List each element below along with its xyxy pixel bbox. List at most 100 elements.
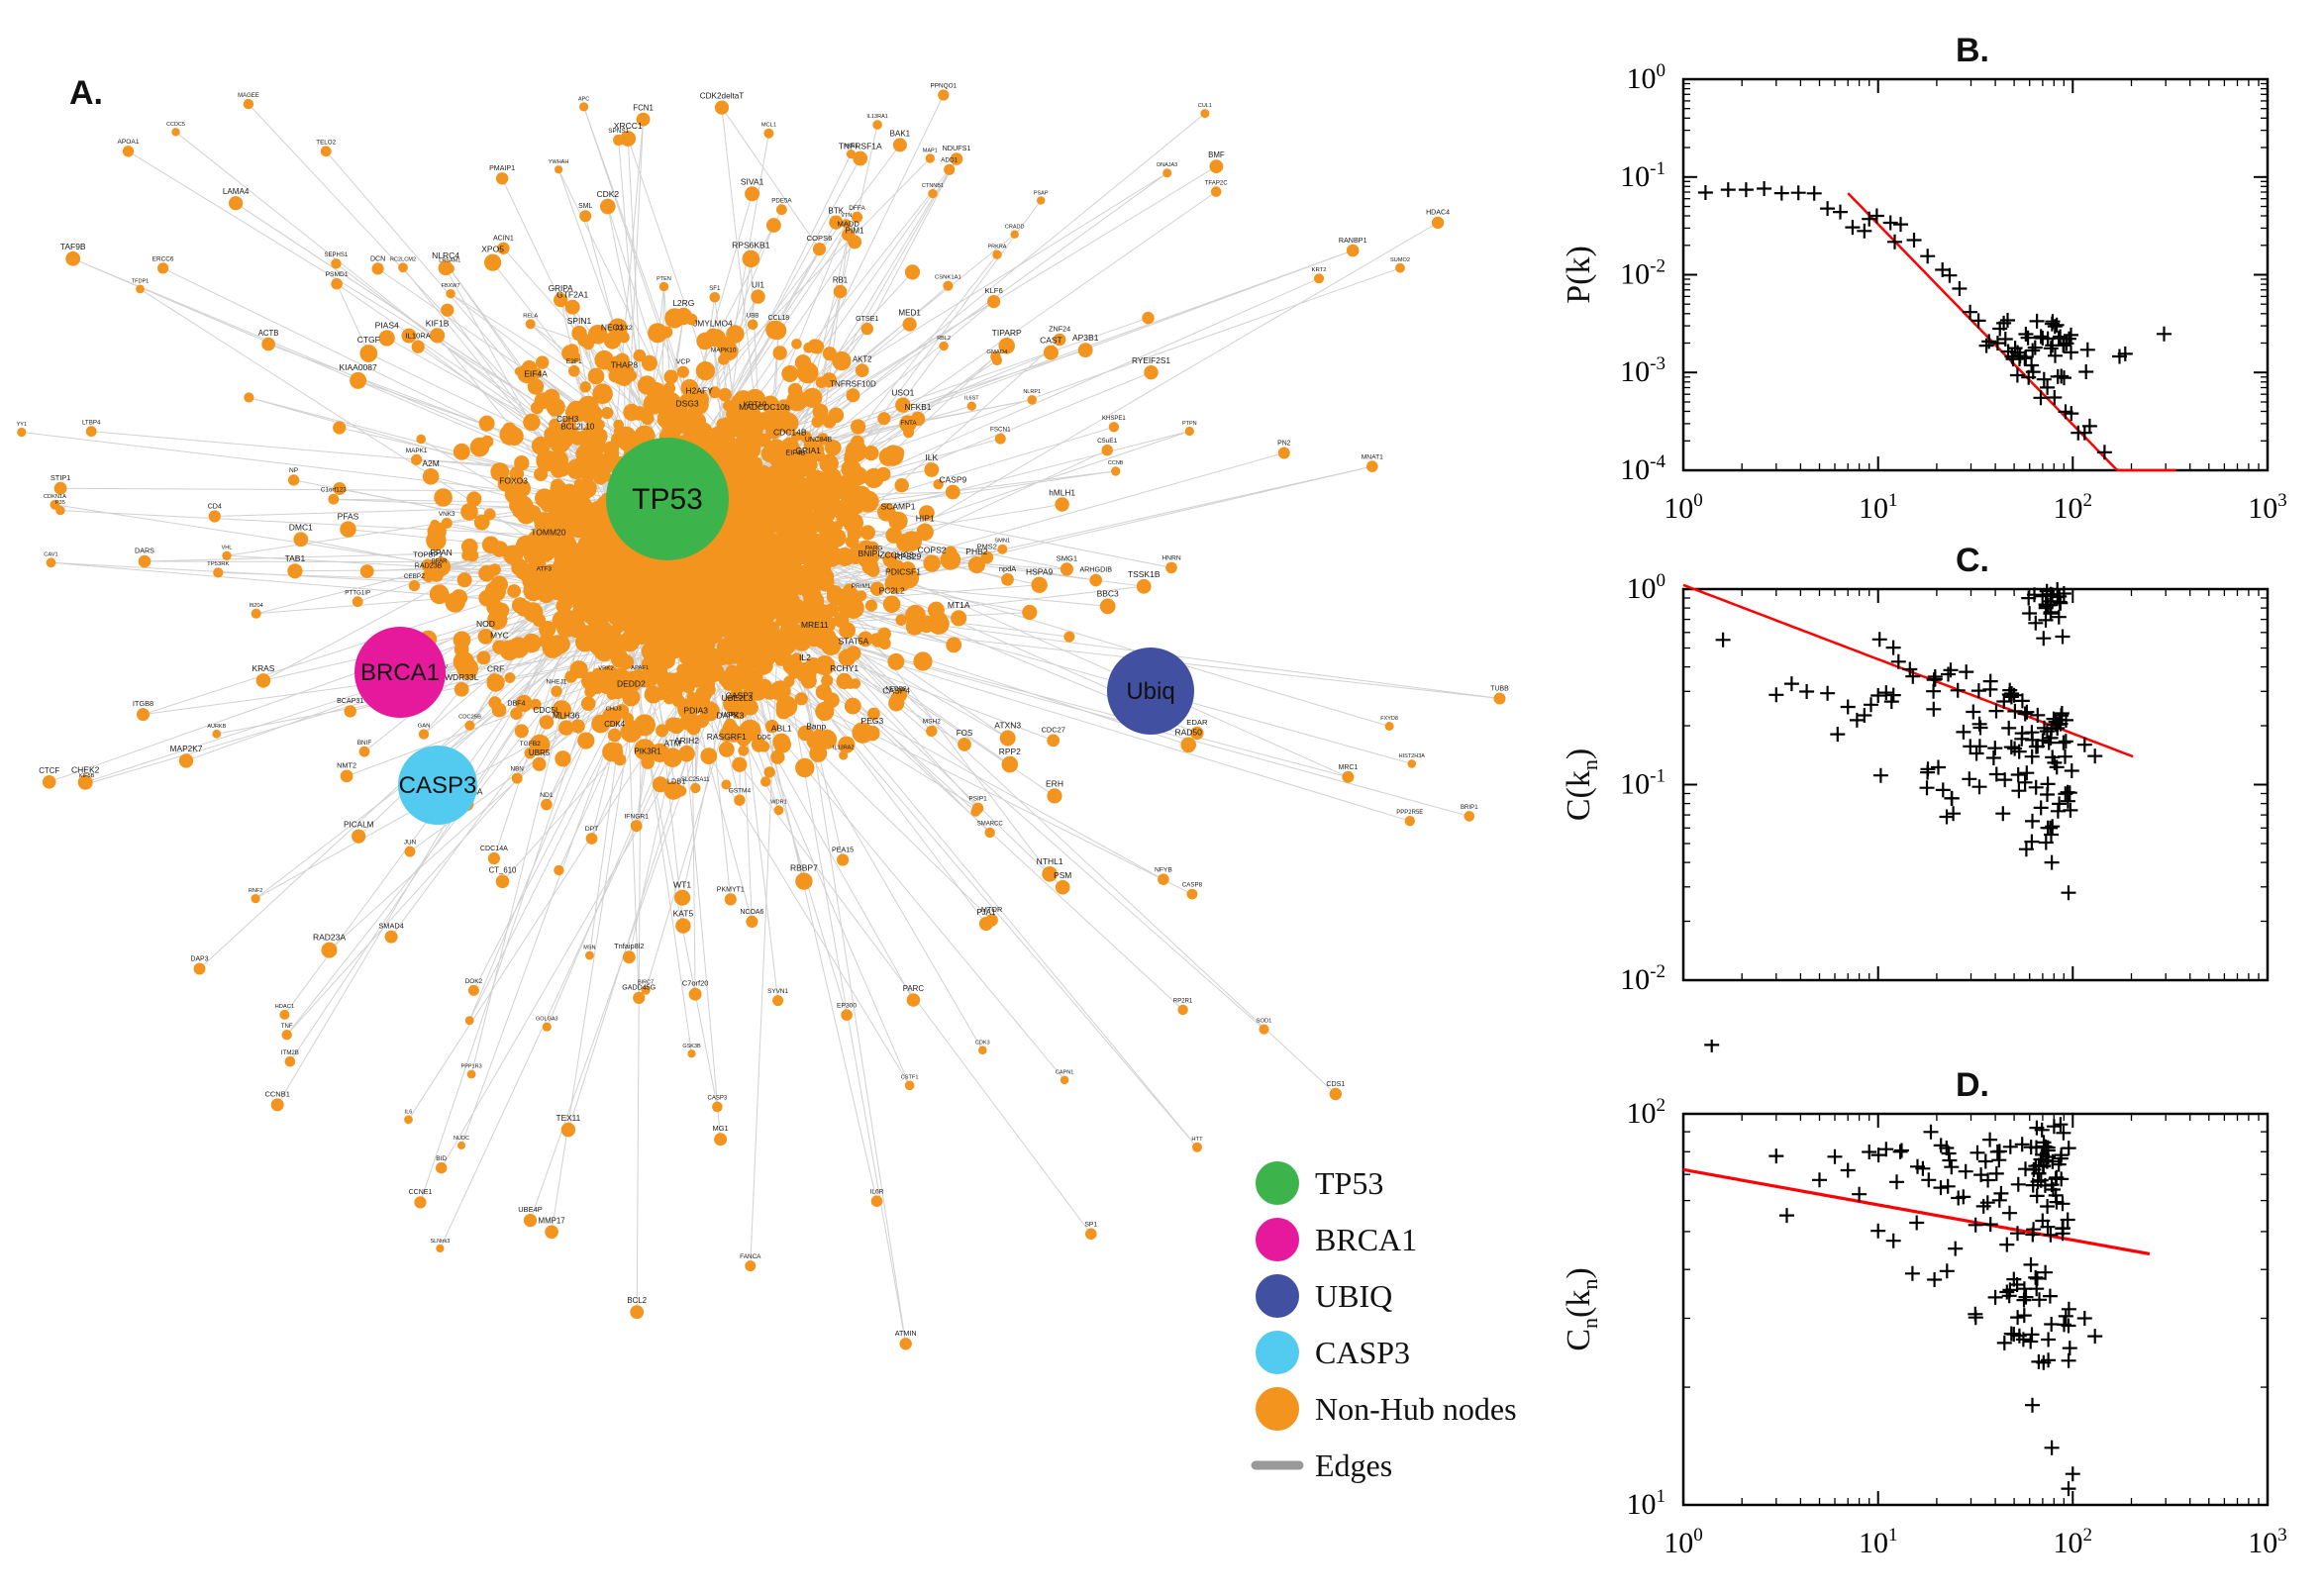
svg-text:SLNtrk3: SLNtrk3 [430, 1239, 450, 1245]
svg-text:STIP1: STIP1 [50, 473, 71, 482]
svg-text:ZCCHC8: ZCCHC8 [879, 550, 914, 560]
svg-text:HDAC1: HDAC1 [275, 1004, 295, 1010]
svg-text:PPP1R3: PPP1R3 [461, 1064, 482, 1070]
svg-text:GRIA1: GRIA1 [795, 446, 821, 455]
svg-text:KHSPE1: KHSPE1 [1102, 416, 1126, 422]
svg-text:TUBB: TUBB [1490, 686, 1509, 693]
svg-text:KIF1B: KIF1B [426, 318, 450, 328]
svg-text:NTHL1: NTHL1 [1037, 856, 1063, 866]
svg-text:CHD3: CHD3 [606, 706, 623, 712]
svg-text:MAP2K7: MAP2K7 [170, 744, 203, 753]
svg-text:MTOR: MTOR [981, 905, 1002, 914]
svg-text:C5uE1: C5uE1 [1097, 438, 1117, 445]
svg-text:PRIM1: PRIM1 [852, 583, 871, 590]
svg-text:CXX2: CXX2 [615, 325, 633, 332]
svg-text:CCNB1: CCNB1 [264, 1089, 289, 1098]
svg-text:MED1: MED1 [898, 309, 921, 318]
svg-text:IL10RA: IL10RA [406, 332, 432, 341]
svg-text:ERH: ERH [1046, 778, 1063, 788]
svg-text:KRAS: KRAS [252, 663, 274, 673]
svg-text:KRT10: KRT10 [744, 400, 766, 409]
svg-text:MNAT1: MNAT1 [1362, 453, 1383, 460]
svg-text:BCAP31: BCAP31 [337, 697, 363, 705]
svg-text:NMT2: NMT2 [337, 761, 356, 770]
svg-text:PTPN: PTPN [1182, 421, 1197, 427]
svg-text:hMLH1: hMLH1 [1049, 487, 1075, 497]
svg-text:TNFRSF1A: TNFRSF1A [839, 142, 882, 151]
svg-text:RNF2: RNF2 [249, 888, 262, 894]
svg-text:YY1: YY1 [17, 422, 27, 428]
svg-text:WT1: WT1 [673, 880, 691, 890]
svg-text:ILK: ILK [925, 452, 938, 462]
svg-text:DEDD2: DEDD2 [617, 678, 646, 688]
svg-text:FOS: FOS [957, 729, 972, 738]
svg-text:100: 100 [1627, 570, 1666, 605]
svg-text:BRCA1: BRCA1 [360, 659, 440, 686]
svg-text:A2M: A2M [422, 458, 439, 468]
svg-text:PFAS: PFAS [338, 511, 359, 521]
svg-text:PDE5A: PDE5A [771, 197, 792, 204]
svg-text:HNRN: HNRN [1162, 555, 1180, 562]
svg-text:TGFB2: TGFB2 [520, 741, 542, 748]
svg-text:100: 100 [1664, 490, 1703, 525]
svg-text:CCNB: CCNB [1108, 460, 1124, 466]
svg-text:ACTB: ACTB [258, 329, 279, 338]
svg-text:FANCA: FANCA [740, 1253, 761, 1260]
svg-text:PMAIP1: PMAIP1 [489, 164, 515, 172]
svg-text:FCN1: FCN1 [633, 104, 654, 113]
svg-text:SYVN1: SYVN1 [767, 988, 788, 995]
svg-text:102: 102 [1627, 1095, 1666, 1130]
svg-text:DOK2: DOK2 [465, 978, 483, 985]
svg-text:NOD: NOD [476, 619, 495, 629]
svg-text:Banp: Banp [806, 722, 826, 732]
svg-text:PTEN: PTEN [656, 276, 671, 282]
svg-text:101: 101 [1859, 1525, 1898, 1559]
svg-text:COPS2: COPS2 [918, 545, 947, 554]
svg-text:DFFA: DFFA [849, 205, 865, 212]
svg-text:Cn(kn): Cn(kn) [1561, 1267, 1602, 1350]
svg-text:10-1: 10-1 [1620, 766, 1666, 801]
svg-text:CASP8: CASP8 [1182, 882, 1203, 889]
svg-text:CTCF: CTCF [39, 766, 59, 775]
svg-text:MSH2: MSH2 [923, 719, 941, 726]
svg-text:SEPHS1: SEPHS1 [325, 252, 349, 258]
svg-text:10-3: 10-3 [1620, 353, 1666, 388]
svg-text:ATM: ATM [664, 738, 681, 748]
svg-text:BNIF: BNIF [357, 740, 371, 747]
svg-text:WDR1: WDR1 [770, 799, 786, 805]
svg-text:CDC25B: CDC25B [458, 715, 481, 721]
svg-text:SPIN1: SPIN1 [567, 316, 592, 326]
svg-text:KIF5B: KIF5B [79, 773, 95, 779]
svg-text:PSIP1: PSIP1 [968, 796, 987, 803]
svg-text:IL6R: IL6R [870, 1188, 884, 1195]
svg-text:TP53RK: TP53RK [207, 561, 229, 567]
svg-text:DOC: DOC [758, 735, 772, 742]
svg-text:CAV1: CAV1 [44, 551, 57, 557]
svg-text:P(k): P(k) [1561, 246, 1597, 304]
svg-text:PPNQO1: PPNQO1 [930, 82, 957, 89]
svg-text:NLRC4: NLRC4 [432, 250, 459, 260]
svg-text:CAPN1: CAPN1 [1056, 1069, 1073, 1075]
svg-text:VNK3: VNK3 [439, 511, 455, 518]
svg-text:BRIP1: BRIP1 [1461, 804, 1478, 811]
svg-text:VHL: VHL [222, 546, 233, 551]
svg-text:IFNGR1: IFNGR1 [624, 813, 649, 820]
svg-text:npdA: npdA [999, 564, 1016, 573]
svg-text:CASP3: CASP3 [399, 772, 477, 799]
svg-text:PSMD1: PSMD1 [326, 271, 349, 278]
svg-text:USO1: USO1 [891, 387, 914, 397]
svg-text:PKMYT1: PKMYT1 [717, 886, 745, 893]
svg-text:NHEJ1: NHEJ1 [547, 679, 567, 686]
svg-text:PDICSF1: PDICSF1 [885, 566, 921, 576]
svg-text:ZNF24: ZNF24 [1049, 325, 1070, 334]
svg-text:102: 102 [2054, 1525, 2093, 1559]
svg-text:ABL1: ABL1 [771, 724, 792, 734]
svg-text:HSPA9: HSPA9 [1026, 567, 1054, 577]
svg-text:AP3B1: AP3B1 [1072, 333, 1099, 343]
svg-text:BAK1: BAK1 [890, 130, 911, 139]
svg-text:RCHY1: RCHY1 [830, 663, 858, 673]
svg-text:GAN: GAN [418, 723, 431, 729]
svg-text:EDAR: EDAR [1186, 718, 1208, 727]
svg-text:TNFRSF10D: TNFRSF10D [830, 379, 876, 388]
svg-text:GSK3B: GSK3B [682, 1044, 701, 1049]
